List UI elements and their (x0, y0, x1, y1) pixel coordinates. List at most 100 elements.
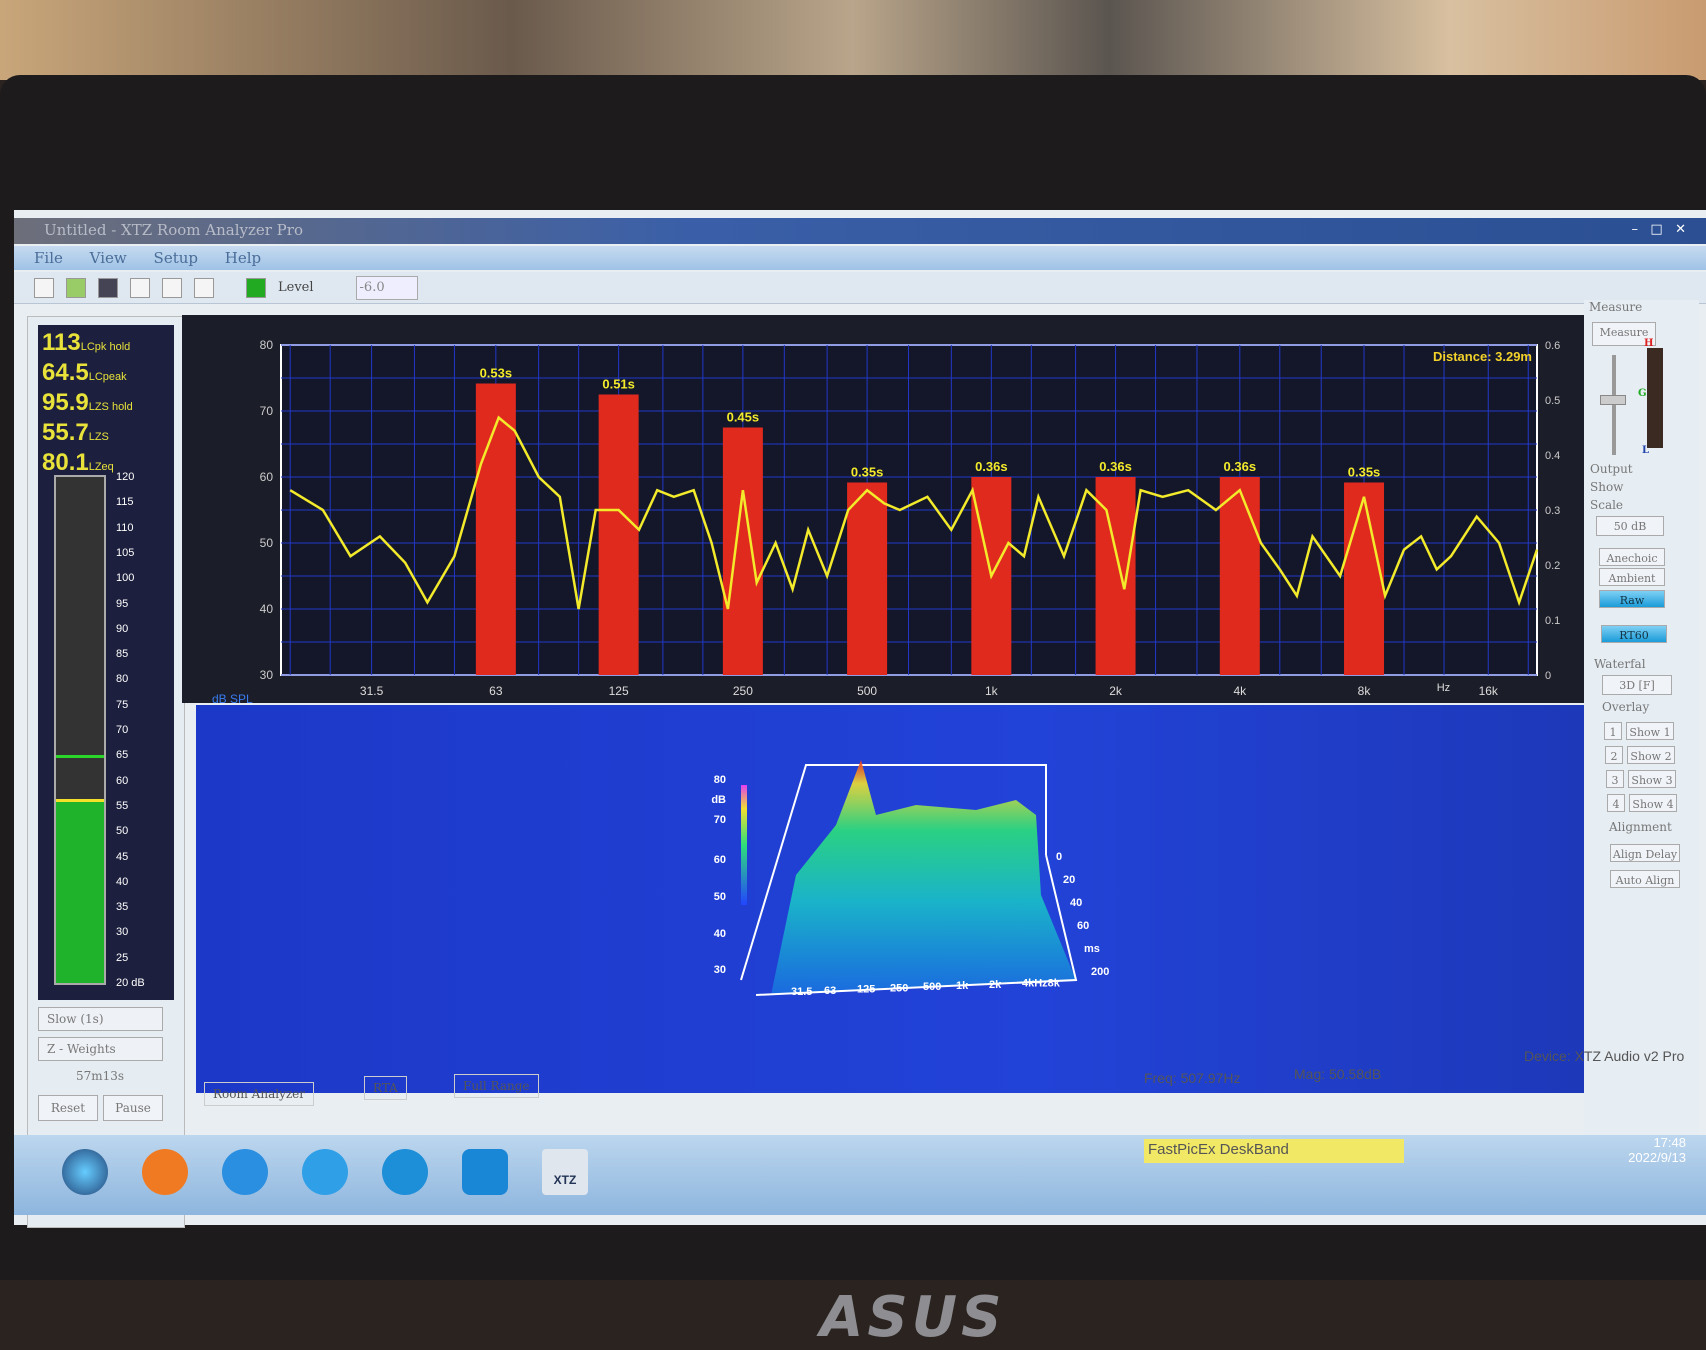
waterfall-x-tick: 2k (989, 979, 1002, 991)
waterfall-x-tick: 63 (824, 985, 836, 997)
waterfall-select[interactable]: 3D [F] (1602, 675, 1672, 695)
x-tick-label: 250 (733, 684, 753, 698)
spl-readouts: 113LCpk hold 64.5LCpeak 95.9LZS hold 55.… (38, 325, 174, 1000)
show-1-button[interactable]: Show 1 (1626, 722, 1674, 740)
k-app-icon[interactable] (462, 1149, 508, 1195)
clock-time[interactable]: 17:48 (1653, 1135, 1686, 1150)
frequency-response-svg[interactable]: 0.53s 0.51s 0.45s 0.35s 0.36s 0.36s 0.36s 0.35s… (182, 315, 1592, 706)
meter-tick: 120 (116, 471, 135, 483)
meter-tick: 60 (116, 774, 129, 787)
menu-file[interactable]: File (34, 249, 63, 267)
show-2-button[interactable]: Show 2 (1627, 746, 1675, 764)
waterfall-x-tick: 125 (857, 984, 875, 996)
level-input[interactable]: -6.0 (355, 275, 418, 300)
waterfall-t-tick: 60 (1077, 920, 1089, 932)
ie-icon[interactable] (222, 1149, 268, 1195)
ref-icon[interactable] (162, 277, 182, 298)
deskband[interactable]: FastPicEx DeskBand (1144, 1139, 1404, 1163)
x-tick-label: 4k (1233, 684, 1247, 698)
open-icon[interactable] (66, 277, 86, 298)
menu-help[interactable]: Help (224, 249, 262, 267)
menu-view[interactable]: View (89, 249, 127, 267)
meter-high: H (1644, 338, 1654, 349)
show-4-button[interactable]: Show 4 (1629, 794, 1677, 812)
ref2-icon[interactable] (194, 277, 214, 298)
meter-tick: 50 (116, 825, 129, 838)
rt60-bar (1344, 482, 1385, 675)
rt60-label: 0.35s (851, 465, 884, 480)
clock-date[interactable]: 2022/9/13 (1628, 1150, 1686, 1165)
meter-tick: 100 (116, 572, 135, 585)
pause-button[interactable]: Pause (103, 1095, 163, 1121)
reset-button[interactable]: Reset (38, 1095, 98, 1121)
rt60-label: 0.45s (727, 410, 760, 425)
background-room (0, 0, 1706, 80)
xtz-app-icon[interactable]: XTZ (542, 1149, 588, 1195)
output-slider-thumb[interactable] (1600, 395, 1626, 405)
rt60-label: 0.35s (1348, 465, 1381, 480)
tab-room-analyzer[interactable]: Room Analyzer (204, 1082, 315, 1106)
app-icon-orange[interactable] (142, 1149, 188, 1195)
maximize-button[interactable]: □ (1650, 222, 1663, 237)
overlay-4-button[interactable]: 4 (1607, 794, 1625, 812)
raw-button[interactable]: Raw (1599, 590, 1665, 608)
weighting-select[interactable]: Z - Weights (38, 1037, 163, 1061)
label: LCpk hold (80, 341, 131, 353)
x-tick-label: 500 (857, 684, 877, 698)
ambient-button[interactable]: Ambient (1599, 568, 1665, 586)
dsp-icon[interactable] (246, 277, 266, 298)
waterfall-t-tick: 40 (1070, 897, 1082, 909)
overlay-1-button[interactable]: 1 (1604, 722, 1622, 740)
overlay-3-button[interactable]: 3 (1606, 770, 1624, 788)
anechoic-button[interactable]: Anechoic (1599, 548, 1665, 566)
scale-select[interactable]: 50 dB (1596, 516, 1664, 536)
minimize-button[interactable]: – (1631, 222, 1638, 237)
x-tick-label: 31.5 (360, 684, 384, 698)
measure-group-label: Measure (1589, 300, 1643, 314)
screen: Untitled - XTZ Room Analyzer Pro – □ ✕ F… (14, 210, 1706, 1228)
meter-tick: 65 (116, 749, 129, 762)
rt60-bar (475, 383, 516, 675)
auto-align-button[interactable]: Auto Align (1610, 870, 1680, 888)
level-meter (54, 475, 106, 985)
system-tray: 17:48 2022/9/13 (1628, 1135, 1686, 1165)
readout-lcpk-hold: 113LCpk hold (42, 329, 130, 357)
tab-rta[interactable]: RTA (364, 1076, 407, 1100)
close-button[interactable]: ✕ (1675, 222, 1686, 237)
new-icon[interactable] (34, 277, 54, 298)
window-controls[interactable]: – □ ✕ (1631, 222, 1686, 237)
waterfall-z-tick: dB (711, 794, 726, 806)
save-icon[interactable] (98, 277, 118, 298)
speed-select[interactable]: Slow (1s) (38, 1007, 163, 1031)
meter-tick: 40 (116, 875, 129, 888)
print-icon[interactable] (130, 277, 150, 298)
x-unit-label: Hz (1437, 682, 1450, 694)
waterfall-svg[interactable]: 80 dB 70 60 50 40 30 31.5 63 125 250 500 1k 2k 4kHz8k 0… (196, 705, 1592, 1093)
waterfall-x-tick: 4kHz8k (1022, 978, 1061, 990)
frequency-response-chart: 0.53s 0.51s 0.45s 0.35s 0.36s 0.36s 0.36s 0.35s… (182, 315, 1592, 706)
waterfall-x-tick: 31.5 (791, 986, 812, 998)
label: LCpeak (88, 371, 127, 383)
cloud-app-icon[interactable] (302, 1149, 348, 1195)
rt60-bar (847, 482, 888, 675)
measure-button[interactable]: Measure (1592, 322, 1656, 346)
y2-tick-label: 0 (1545, 670, 1551, 682)
rt60-label: 0.53s (480, 366, 513, 381)
meter-tick: 75 (116, 698, 129, 711)
waterfall-x-tick: 500 (923, 981, 941, 993)
show-3-button[interactable]: Show 3 (1628, 770, 1676, 788)
align-delay-button[interactable]: Align Delay (1610, 844, 1680, 862)
output-label: Output (1590, 462, 1633, 476)
tab-full-range[interactable]: Full Range (454, 1074, 539, 1098)
meter-tick: 70 (116, 724, 129, 736)
menu-setup[interactable]: Setup (153, 249, 198, 267)
start-button[interactable] (62, 1149, 108, 1195)
rt60-bar (1095, 477, 1136, 675)
sogou-icon[interactable] (382, 1149, 428, 1195)
rt60-button[interactable]: RT60 (1601, 625, 1667, 643)
overlay-2-button[interactable]: 2 (1605, 746, 1623, 764)
readout-lzeq: 80.1LZeq (42, 449, 114, 477)
x-tick-label: 63 (489, 684, 503, 698)
rt60-bar (722, 427, 763, 675)
taskbar: XTZ FastPicEx DeskBand 17:48 2022/9/13 (14, 1135, 1706, 1215)
